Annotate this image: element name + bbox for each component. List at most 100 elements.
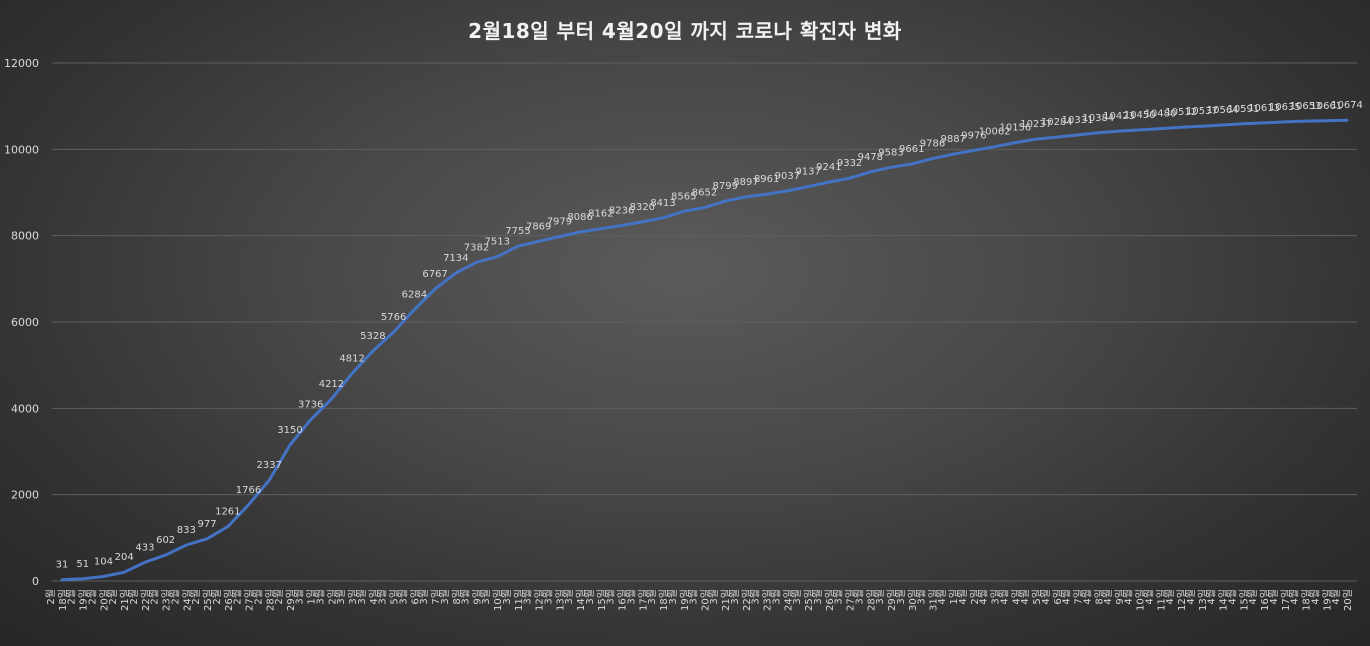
x-tick-month: 3월: [294, 589, 306, 605]
data-label: 8236: [609, 205, 634, 216]
x-tick-month: 3월: [480, 589, 492, 605]
x-tick-month: 4월: [998, 589, 1010, 605]
x-tick-day: 18일: [658, 589, 670, 611]
x-tick-month: 4월: [1019, 589, 1031, 605]
x-tick-day: 27일: [845, 589, 857, 611]
x-tick-month: 3월: [874, 589, 886, 605]
x-tick-day: 19일: [1321, 589, 1333, 611]
data-label: 977: [198, 519, 217, 530]
data-label: 9583: [878, 147, 903, 158]
x-tick-month: 2월: [45, 589, 57, 605]
y-tick-label: 10000: [4, 143, 39, 156]
data-label: 10512: [1165, 107, 1197, 118]
x-tick-day: 12일: [534, 589, 546, 611]
x-tick-month: 3월: [853, 589, 865, 605]
x-tick-month: 4월: [936, 589, 948, 605]
x-tick-day: 16일: [617, 589, 629, 611]
data-label: 7979: [547, 217, 572, 228]
data-label: 10062: [979, 127, 1011, 138]
x-tick-month: 3월: [729, 589, 741, 605]
x-tick-day: 15일: [596, 589, 608, 611]
x-tick-month: 3월: [812, 589, 824, 605]
data-label: 9332: [837, 158, 862, 169]
data-label: 9478: [858, 152, 883, 163]
x-tick-month: 3월: [356, 589, 368, 605]
x-tick-month: 2월: [211, 589, 223, 605]
data-label: 8565: [671, 191, 696, 202]
x-tick-day: 29일: [285, 589, 297, 611]
data-label: 7755: [505, 226, 530, 237]
data-label: 3736: [298, 400, 323, 411]
x-tick-day: 16일: [1259, 589, 1271, 611]
x-tick-month: 4월: [1061, 589, 1073, 605]
x-tick-day: 1일: [948, 589, 960, 605]
data-label: 31: [56, 560, 69, 571]
data-label: 8897: [733, 177, 758, 188]
data-label: 104: [94, 557, 113, 568]
x-tick-day: 2일: [326, 589, 338, 605]
data-label: 5766: [381, 312, 406, 323]
x-tick-month: 2월: [149, 589, 161, 605]
data-label: 602: [156, 535, 175, 546]
data-label: 10564: [1207, 105, 1239, 116]
x-tick-day: 7일: [1073, 589, 1085, 605]
y-tick-label: 2000: [11, 489, 39, 502]
x-tick-month: 4월: [978, 589, 990, 605]
data-label: 7869: [526, 221, 551, 232]
x-tick-day: 19일: [679, 589, 691, 611]
x-tick-month: 3월: [708, 589, 720, 605]
x-tick-day: 8일: [1093, 589, 1105, 605]
y-tick-label: 4000: [11, 402, 39, 415]
y-tick-label: 8000: [11, 230, 39, 243]
data-label: 10450: [1124, 110, 1156, 121]
data-label: 10423: [1103, 111, 1135, 122]
x-tick-month: 4월: [1102, 589, 1114, 605]
data-label: 4212: [319, 379, 344, 390]
data-label: 3150: [277, 425, 302, 436]
x-tick-month: 2월: [128, 589, 140, 605]
x-tick-day: 25일: [202, 589, 214, 611]
x-tick-day: 20일: [700, 589, 712, 611]
data-label: 1766: [236, 485, 261, 496]
data-label: 8086: [567, 212, 592, 223]
x-tick-day: 24일: [181, 589, 193, 611]
data-label: 7513: [485, 237, 510, 248]
x-tick-day: 28일: [264, 589, 276, 611]
x-tick-day: 5일: [389, 589, 401, 605]
chart-title: 2월18일 부터 4월20일 까지 코로나 확진자 변화: [468, 19, 902, 43]
x-tick-day: 10일: [1135, 589, 1147, 611]
x-tick-day: 22일: [741, 589, 753, 611]
x-tick-day: 4일: [368, 589, 380, 605]
x-tick-day: 26일: [223, 589, 235, 611]
data-label: 433: [135, 542, 154, 553]
x-tick-day: 23일: [161, 589, 173, 611]
x-tick-month: 4월: [1206, 589, 1218, 605]
x-tick-month: 3월: [915, 589, 927, 605]
